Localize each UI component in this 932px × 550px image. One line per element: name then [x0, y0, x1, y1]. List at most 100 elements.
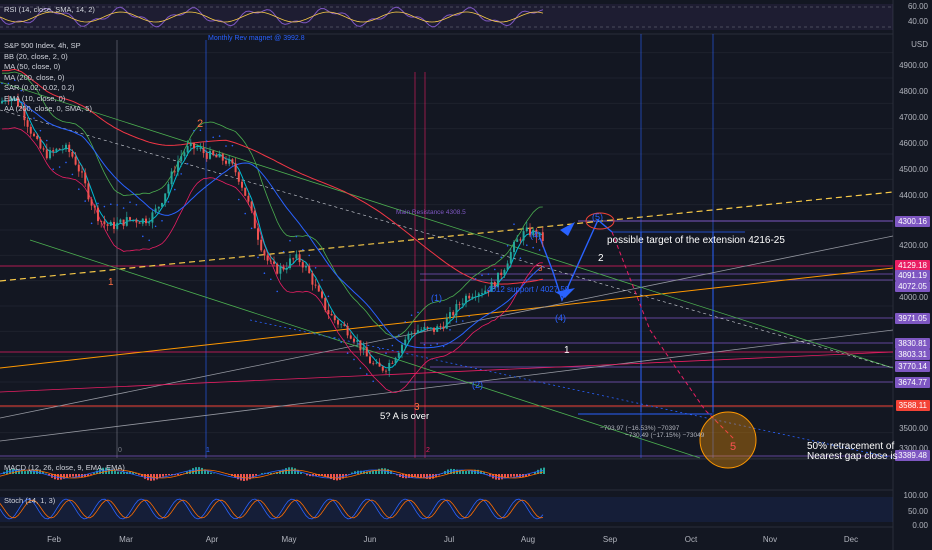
macd-bar — [96, 470, 98, 474]
sar-dot — [180, 173, 182, 175]
price-tag-3971: 3971.05 — [895, 313, 930, 324]
candle-body — [314, 284, 317, 286]
legend-ema10[interactable]: EMA (10, close, 0) — [4, 93, 66, 103]
candle-body — [228, 159, 231, 164]
projection-path — [539, 218, 736, 441]
legend-ma200[interactable]: MA (200, close, 0) — [4, 72, 65, 82]
sar-dot — [500, 256, 503, 259]
bollinger-upper-line — [1, 71, 543, 338]
sar-dot — [218, 135, 221, 137]
sar-dot — [327, 295, 330, 298]
sar-dot — [78, 188, 80, 190]
macd-bar — [210, 472, 212, 474]
stoch-k-line — [0, 498, 544, 520]
legend-ma50[interactable]: MA (50, close, 0) — [4, 62, 61, 71]
sar-dot — [430, 344, 432, 347]
macd-bar — [60, 474, 62, 480]
legend-sar[interactable]: SAR (0.02, 0.02, 0.2) — [4, 83, 75, 92]
macd-bar — [75, 474, 77, 477]
candle-body — [183, 152, 186, 157]
sar-dot — [436, 343, 439, 345]
candle-body — [503, 269, 506, 276]
sar-dot — [129, 201, 131, 203]
axis-4900: 4900.00 — [899, 61, 928, 70]
candle-body — [317, 285, 320, 292]
projection-label-4: (4) — [555, 313, 566, 323]
macd-bar — [69, 474, 71, 477]
candle-body — [247, 195, 250, 202]
macd-bar — [30, 470, 32, 474]
sar-dot — [404, 321, 407, 323]
macd-bar — [432, 474, 434, 479]
price-tag-3389: 3389.48 — [895, 450, 930, 461]
macd-bar — [483, 472, 485, 474]
candle-body — [321, 291, 323, 298]
candle-body — [225, 160, 227, 164]
candle-body — [433, 327, 435, 332]
x-label-oct: Oct — [684, 535, 698, 544]
candle-body — [423, 326, 426, 330]
candle-body — [305, 265, 307, 268]
candle-body — [493, 281, 496, 288]
wave-label-c1: (1) — [431, 293, 442, 303]
macd-bar — [261, 473, 263, 474]
monthly-magnet-note: Monthly Rev magnet @ 3992.8 — [208, 35, 305, 42]
sar-dot — [65, 161, 67, 164]
candle-body — [452, 312, 455, 316]
candle-body — [442, 326, 445, 329]
stoch-axis-0: 0.00 — [912, 521, 928, 530]
macd-bar — [459, 470, 461, 474]
candle-body — [381, 366, 384, 371]
macd-bar — [249, 474, 251, 480]
x-label-jun: Jun — [363, 535, 377, 544]
macd-bar — [24, 471, 26, 474]
axis-3500: 3500.00 — [899, 424, 928, 433]
sar-dot — [314, 266, 317, 269]
price-tag-4072: 4072.05 — [895, 281, 930, 292]
candle-body — [385, 370, 387, 372]
price-tag-3830: 3830.81 — [895, 338, 930, 349]
measure-label-2: −730.49 (−17.15%) −73049 — [625, 432, 705, 439]
candle-body — [218, 153, 221, 158]
candle-body — [487, 290, 490, 292]
macd-bar — [471, 470, 473, 474]
sar-dot — [90, 222, 93, 225]
sar-dot — [366, 373, 368, 375]
sar-dot — [449, 329, 451, 331]
sar-dot — [142, 235, 144, 238]
candle-body — [167, 184, 170, 194]
macd-bar — [123, 472, 125, 474]
sar-dot — [238, 198, 240, 201]
candle-body — [538, 232, 541, 238]
sar-dot — [225, 145, 227, 147]
wave-label-c5: (5) — [592, 212, 603, 222]
candle-body — [298, 254, 301, 263]
legend-bb[interactable]: BB (20, close, 2, 0) — [4, 51, 68, 61]
candle-body — [340, 324, 343, 326]
macd-bar — [99, 468, 101, 474]
candle-body — [250, 201, 253, 211]
legend-symbol[interactable]: S&P 500 Index, 4h, SP — [4, 41, 81, 50]
candle-body — [429, 327, 432, 329]
legend-aa[interactable]: AA (200, close, 0, SMA, 5) — [4, 104, 92, 113]
candle-body — [359, 340, 362, 351]
candle-body — [372, 363, 375, 365]
candle-body — [420, 329, 423, 331]
sar-dot — [263, 272, 266, 275]
candle-body — [7, 100, 10, 102]
candle-body — [461, 303, 464, 305]
macd-bar — [315, 474, 317, 477]
macd-bar — [72, 474, 74, 477]
candle-body — [436, 326, 439, 332]
candle-body — [61, 149, 64, 151]
candle-body — [42, 148, 45, 150]
candle-body — [125, 217, 128, 226]
candle-body — [161, 203, 163, 207]
sar-dot — [212, 136, 214, 139]
candle-body — [196, 148, 199, 150]
candle-body — [4, 100, 7, 102]
macd-bar — [516, 474, 518, 477]
sar-dot — [538, 249, 541, 251]
macd-legend: MACD (12, 26, close, 9, EMA, EMA) — [4, 463, 125, 472]
